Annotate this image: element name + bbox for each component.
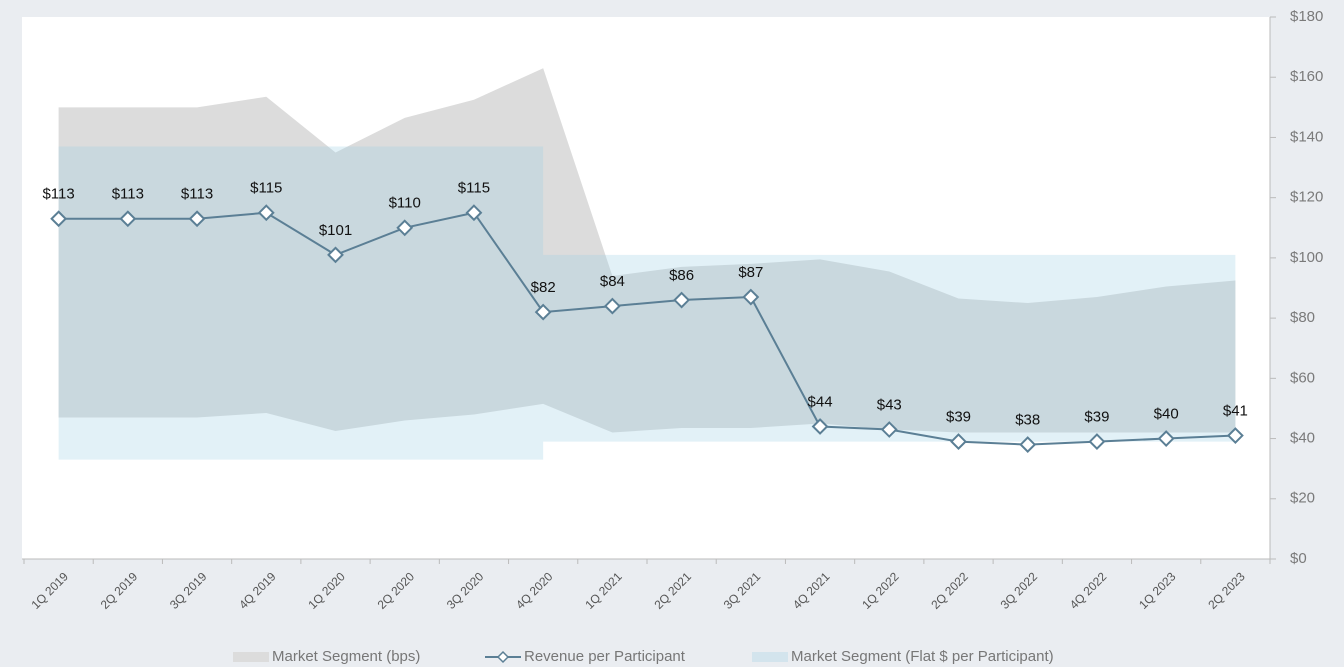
data-label: $43 (877, 396, 902, 413)
legend-label: Market Segment (bps) (272, 648, 420, 665)
x-tick-label: 3Q 2019 (167, 569, 210, 612)
x-tick-label: 1Q 2023 (1136, 569, 1179, 612)
data-label: $113 (42, 186, 74, 203)
data-label: $82 (531, 279, 556, 296)
marker (396, 219, 414, 237)
x-tick-label: 1Q 2019 (29, 569, 72, 612)
x-tick-label: 2Q 2023 (1205, 569, 1248, 612)
data-label: $113 (112, 186, 144, 203)
marker (119, 210, 137, 228)
data-label: $110 (389, 195, 421, 212)
marker (811, 418, 829, 435)
y-tick-label: $180 (1290, 8, 1323, 25)
legend-swatch (752, 652, 788, 662)
x-tick-label: 4Q 2020 (513, 569, 556, 612)
data-label: $41 (1223, 403, 1248, 420)
legend-label: Revenue per Participant (524, 648, 686, 665)
line (58, 211, 1236, 446)
x-tick-label: 1Q 2022 (859, 569, 902, 612)
data-label: $84 (600, 273, 625, 290)
marker (50, 210, 68, 228)
marker (1226, 427, 1244, 444)
x-tick-label: 4Q 2022 (1067, 569, 1110, 612)
data-label: $44 (808, 393, 833, 410)
data-label: $39 (1084, 409, 1109, 426)
data-label: $115 (458, 180, 490, 197)
x-tick-label: 2Q 2021 (652, 569, 695, 612)
x-tick-label: 2Q 2019 (98, 569, 141, 612)
data-label: $87 (738, 264, 763, 281)
x-tick-label: 3Q 2021 (721, 569, 764, 612)
data-label: $113 (181, 186, 213, 203)
x-tick-label: 2Q 2022 (928, 569, 971, 612)
y-tick-label: $80 (1290, 309, 1315, 326)
y-tick-label: $160 (1290, 68, 1323, 85)
data-label: $40 (1154, 406, 1179, 423)
marker (742, 288, 760, 306)
marker (465, 204, 483, 222)
marker (603, 297, 621, 315)
marker (327, 246, 344, 264)
y-tick-label: $140 (1290, 128, 1323, 145)
legend-label: Market Segment (Flat $ per Participant) (791, 648, 1054, 665)
y-tick-label: $40 (1290, 430, 1315, 447)
data-label: $115 (250, 180, 282, 197)
marker (188, 210, 206, 228)
x-tick-label: 2Q 2020 (375, 569, 418, 612)
marker (1019, 436, 1037, 453)
x-tick-label: 4Q 2019 (236, 569, 279, 612)
y-tick-label: $60 (1290, 369, 1315, 386)
y-tick-label: $20 (1290, 490, 1315, 507)
x-tick-label: 3Q 2022 (998, 569, 1041, 612)
data-label: $38 (1015, 412, 1040, 429)
y-tick-label: $100 (1290, 249, 1323, 266)
data-label: $39 (946, 409, 971, 426)
legend-swatch (233, 652, 269, 662)
x-tick-label: 1Q 2021 (582, 569, 625, 612)
marker (880, 421, 898, 438)
marker (673, 291, 691, 309)
y-tick-label: $120 (1290, 189, 1323, 206)
marker (257, 204, 275, 222)
marker (1157, 430, 1175, 447)
range-area (58, 68, 1236, 433)
legend-swatch (496, 650, 510, 664)
data-label: $101 (319, 222, 352, 239)
x-tick-label: 1Q 2020 (305, 569, 348, 612)
marker (1088, 433, 1106, 450)
data-label: $86 (669, 267, 694, 284)
x-tick-label: 4Q 2021 (790, 569, 833, 612)
marker (534, 303, 552, 321)
marker (950, 433, 967, 450)
y-tick-label: $0 (1290, 550, 1307, 567)
x-tick-label: 3Q 2020 (444, 569, 487, 612)
